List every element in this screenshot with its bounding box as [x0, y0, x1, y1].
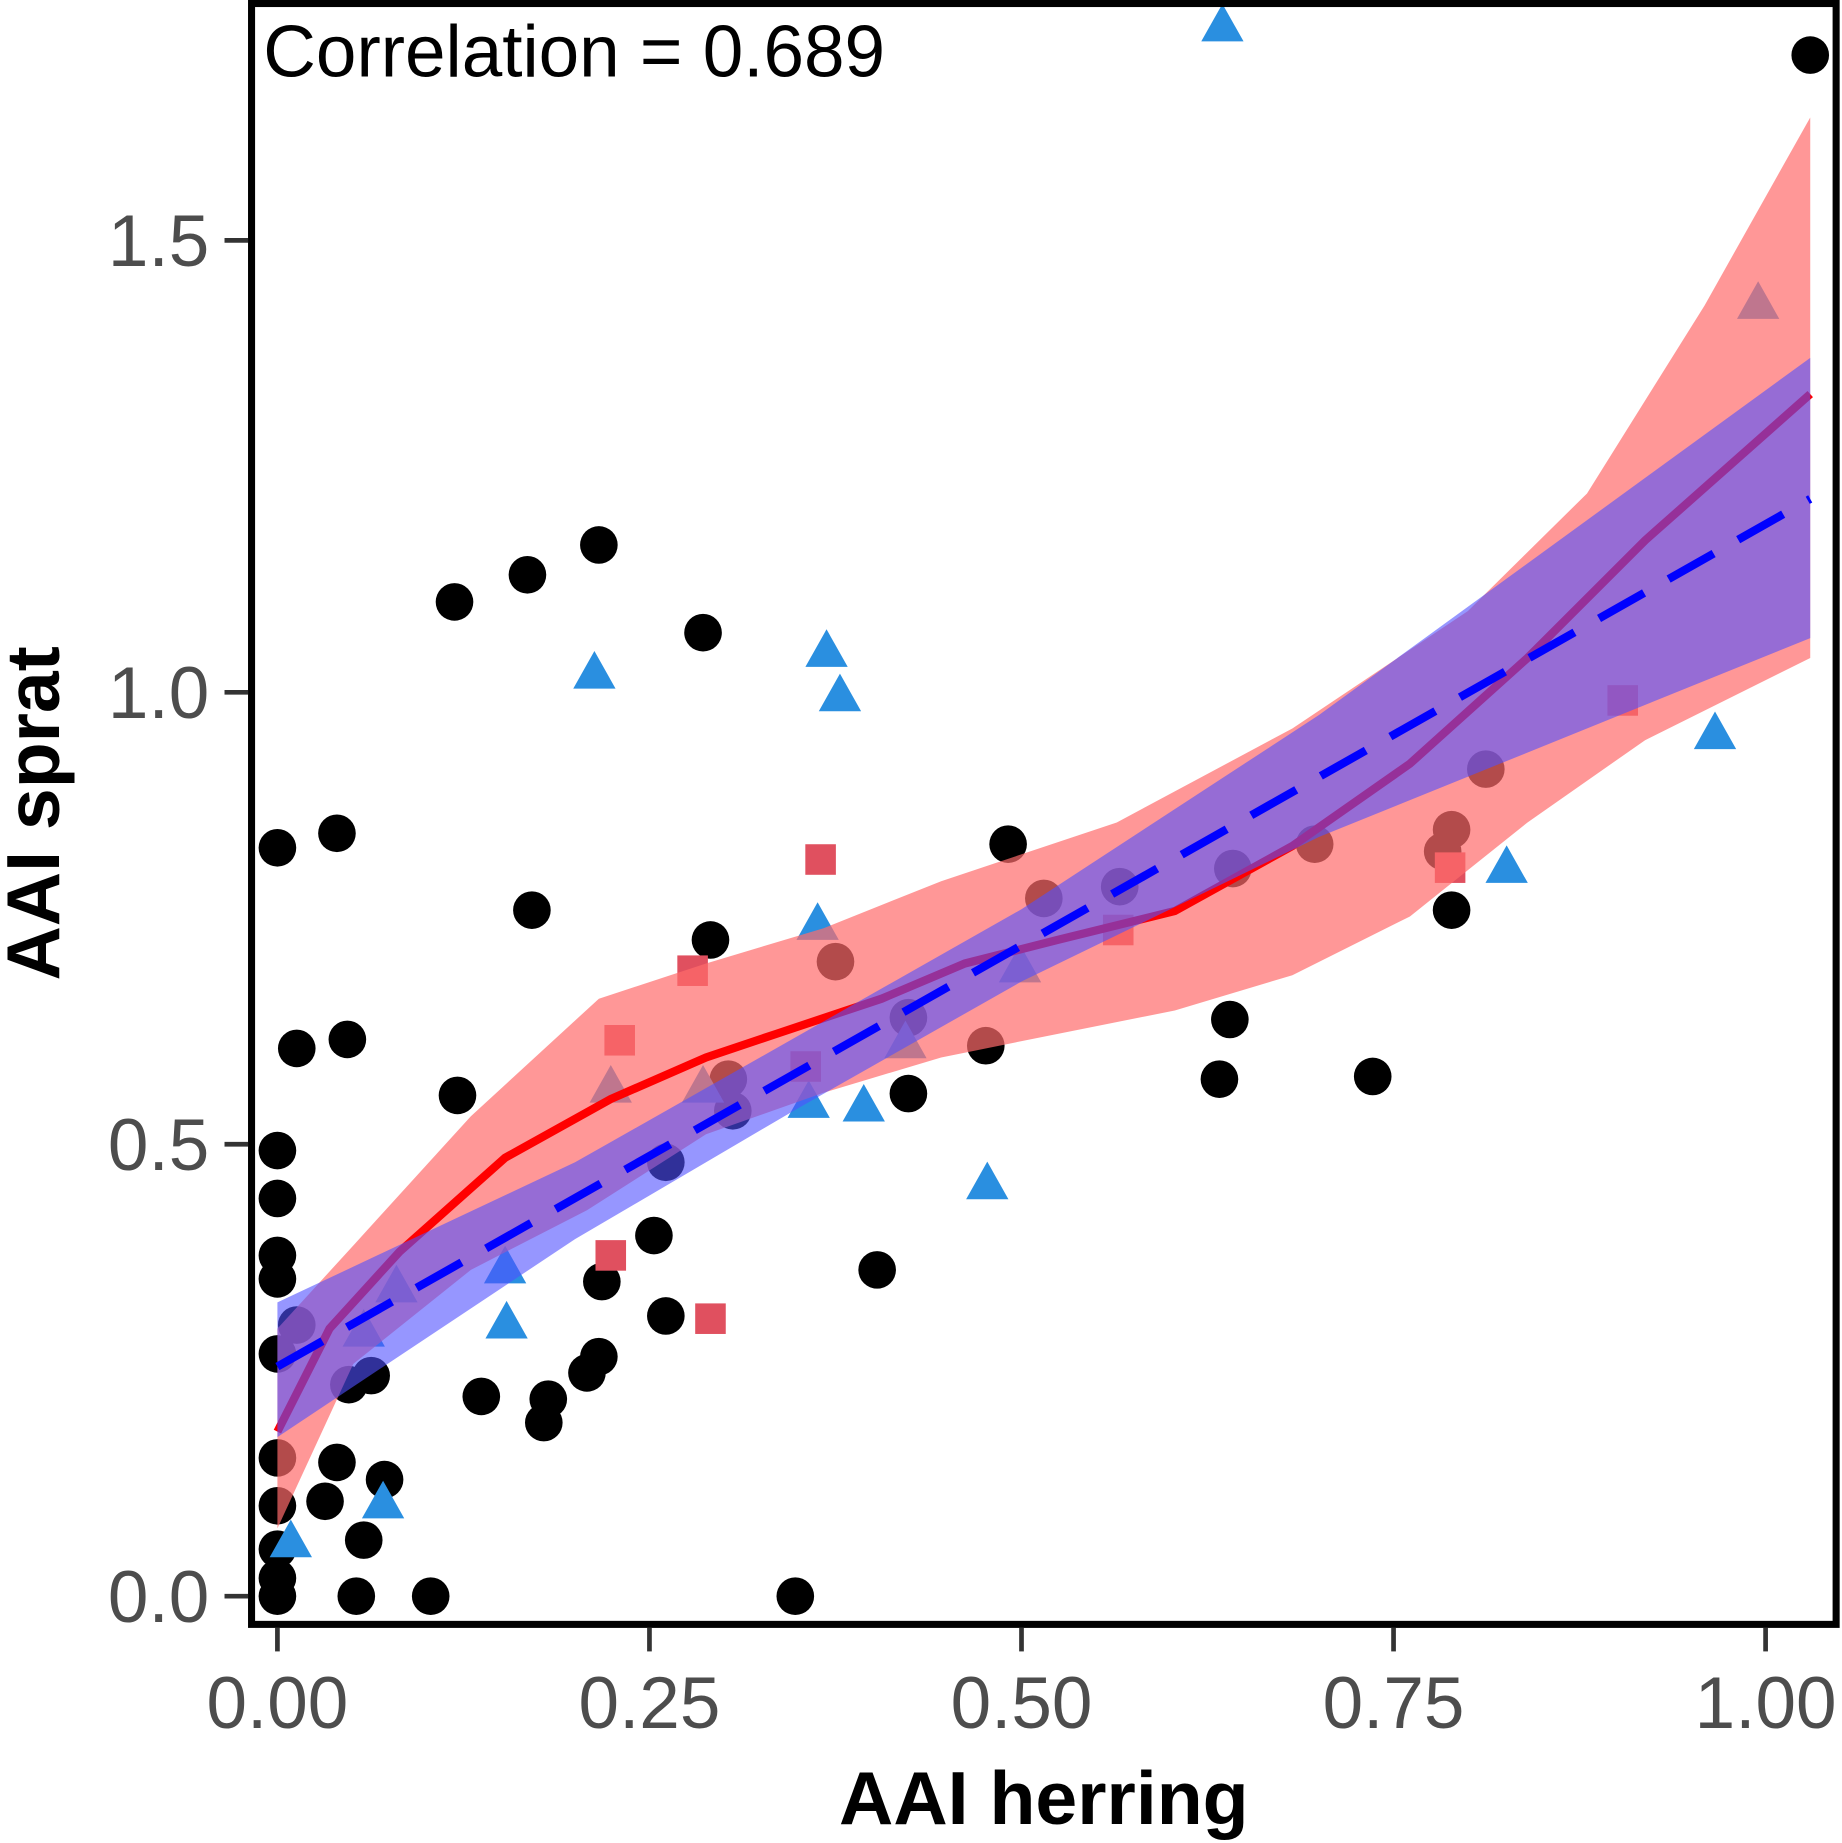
- x-tick-label: 0.25: [579, 1663, 721, 1744]
- circle-point: [318, 814, 356, 853]
- x-axis: 0.00 0.25 0.50 0.75 1.00: [207, 1627, 1837, 1744]
- circle-point: [365, 1460, 404, 1499]
- square-point: [695, 1303, 726, 1334]
- linear-fit-line: [275, 495, 1813, 1371]
- circle-point: [258, 828, 297, 867]
- triangle-point: [966, 1161, 1009, 1200]
- circle-point: [858, 1251, 896, 1289]
- x-tick-label: 1.00: [1695, 1663, 1837, 1744]
- circle-point: [508, 555, 547, 594]
- y-axis-title: AAI sprat: [0, 646, 75, 980]
- triangle-point: [1201, 3, 1244, 42]
- triangle-point: [805, 629, 848, 667]
- circle-point: [258, 1131, 297, 1170]
- circle-point: [1353, 1057, 1392, 1096]
- data-points: [258, 3, 1830, 1615]
- circle-point: [337, 1577, 376, 1615]
- x-axis-title: AAI herring: [839, 1756, 1249, 1840]
- circle-point: [344, 1521, 383, 1559]
- x-tick-label: 0.50: [951, 1663, 1093, 1744]
- triangle-point: [842, 1083, 885, 1122]
- y-tick-label: 0.5: [108, 1105, 209, 1186]
- circle-point: [462, 1377, 501, 1416]
- triangle-point: [1485, 845, 1528, 883]
- circle-point: [583, 1262, 621, 1301]
- circle-point: [635, 1216, 673, 1255]
- circle-point: [989, 825, 1027, 863]
- fit-lines: [273, 117, 1813, 1529]
- circle-point: [1200, 1060, 1239, 1098]
- circle-point: [258, 1260, 297, 1298]
- linear-confidence-band: [277, 357, 1811, 1438]
- circle-point: [580, 526, 618, 564]
- triangle-point: [485, 1300, 528, 1339]
- circle-point: [318, 1443, 356, 1482]
- circle-point: [411, 1577, 450, 1615]
- y-tick-label: 1.0: [108, 653, 209, 734]
- circle-point: [647, 1297, 685, 1335]
- circle-point: [691, 921, 730, 959]
- square-point: [595, 1240, 627, 1271]
- loess-confidence-band: [277, 117, 1811, 1529]
- triangle-point: [361, 1480, 405, 1519]
- square-point: [805, 844, 836, 875]
- circle-point: [306, 1482, 344, 1521]
- circle-point: [776, 1577, 815, 1615]
- circle-point: [328, 1020, 367, 1059]
- circle-point: [524, 1403, 563, 1442]
- correlation-annotation: Correlation = 0.689: [263, 11, 885, 92]
- triangle-point: [269, 1519, 312, 1558]
- circle-point: [684, 613, 722, 652]
- y-axis: 0.0 0.5 1.0 1.5: [108, 201, 249, 1638]
- circle-point: [1432, 891, 1471, 929]
- y-tick-label: 1.5: [108, 201, 209, 282]
- triangle-point: [573, 650, 616, 689]
- circle-point: [1791, 36, 1830, 74]
- circle-point: [513, 891, 551, 929]
- circle-point: [277, 1029, 316, 1068]
- x-tick-label: 0.00: [207, 1663, 349, 1744]
- circle-point: [889, 1074, 928, 1113]
- triangle-point: [818, 673, 862, 712]
- plot-panel-border: [248, 0, 1840, 1628]
- triangle-point: [1693, 711, 1737, 750]
- circle-point: [580, 1337, 618, 1376]
- circle-point: [258, 1179, 297, 1218]
- y-tick-label: 0.0: [108, 1557, 209, 1638]
- circle-point: [435, 583, 474, 621]
- circle-point: [438, 1076, 477, 1115]
- circle-point: [1211, 1000, 1249, 1039]
- x-tick-label: 0.75: [1323, 1663, 1465, 1744]
- circle-point: [258, 1577, 297, 1615]
